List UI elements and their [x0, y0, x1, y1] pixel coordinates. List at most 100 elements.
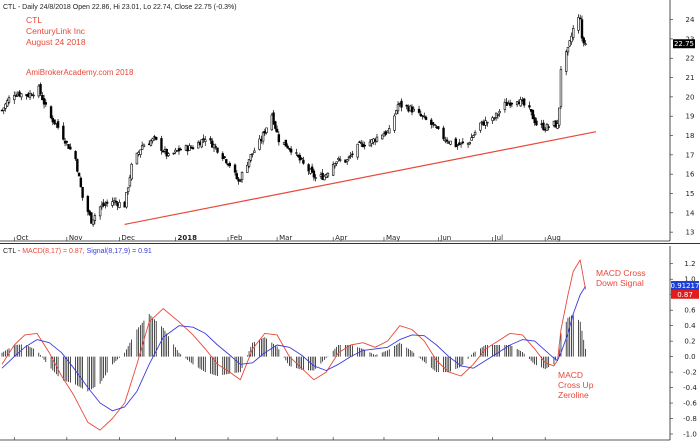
candle-body	[20, 93, 23, 98]
candle-body	[298, 154, 302, 161]
candle-body	[100, 204, 104, 208]
candle-body	[333, 163, 337, 167]
signal-value-label-bg	[671, 281, 699, 291]
trendline-layer	[124, 131, 597, 225]
candle-body	[456, 144, 459, 147]
price-tick-label: 15	[686, 190, 695, 198]
price-tick-label: 19	[686, 113, 695, 121]
candle-body	[419, 113, 422, 117]
candle-body	[496, 114, 500, 116]
candle-body	[547, 126, 550, 128]
support-trendline	[124, 131, 597, 225]
macd-grid	[0, 246, 671, 441]
candle-body	[395, 110, 398, 115]
candle-body	[338, 159, 342, 161]
candle-body	[381, 134, 384, 140]
candle-body	[302, 159, 305, 164]
candle-body	[528, 105, 531, 108]
macd-tick-label: 0.2	[684, 338, 695, 346]
candle-body	[405, 104, 408, 107]
date-tick-label: Nov	[69, 234, 83, 242]
candle-body	[510, 102, 514, 105]
indicator-prefix: CTL -	[3, 248, 22, 255]
price-tick-label: 13	[686, 229, 695, 237]
candle-body	[81, 186, 84, 198]
candle-body	[233, 164, 237, 173]
candle-body	[396, 104, 400, 112]
candle-body	[498, 111, 501, 114]
candle-body	[570, 35, 573, 43]
candle-body	[558, 107, 561, 126]
price-tick-label: 22	[686, 55, 695, 63]
candle-body	[566, 46, 570, 53]
candle-body	[479, 122, 482, 131]
candle-body	[53, 119, 56, 124]
candle-body	[126, 187, 130, 192]
cross-up-line2: Cross Up	[558, 380, 594, 390]
candle-body	[437, 126, 440, 129]
date-tick-label: Dec	[121, 234, 135, 242]
macd-tick-label: 1.2	[684, 260, 695, 268]
date-annotation: August 24 2018	[26, 37, 86, 47]
candle-body	[449, 140, 452, 145]
candle-body	[165, 148, 168, 157]
candle-body	[118, 202, 121, 208]
site-annotation: AmiBrokerAcademy.com 2018	[26, 68, 134, 77]
candle-body	[228, 163, 231, 167]
candle-body	[300, 157, 303, 160]
candle-body	[76, 159, 79, 172]
candle-body	[135, 152, 139, 165]
price-tick-label: 24	[686, 16, 695, 24]
candle-body	[105, 201, 109, 204]
candle-body	[568, 40, 571, 47]
date-tick-label: Feb	[230, 234, 243, 242]
candle-body	[90, 212, 93, 224]
candle-body	[86, 196, 90, 212]
candle-body	[461, 141, 465, 144]
candle-body	[559, 69, 563, 107]
candle-body	[565, 51, 568, 72]
candle-body	[431, 122, 435, 125]
candle-body	[246, 164, 249, 173]
macd-tick-label: -0.4	[683, 384, 697, 392]
candle-body	[582, 37, 585, 44]
candle-body	[312, 170, 316, 178]
candle-body	[382, 133, 386, 137]
histogram-layer	[1, 314, 586, 392]
candle-body	[347, 156, 351, 159]
candle-body	[140, 145, 144, 150]
cross-up-line1: MACD	[558, 370, 583, 380]
candle-body	[531, 109, 535, 120]
date-tick-label: Jul	[494, 234, 504, 242]
candle-body	[533, 117, 536, 124]
candle-body	[74, 151, 77, 160]
candle-body	[331, 164, 335, 176]
candle-body	[214, 146, 217, 148]
date-tick-label: 2018	[177, 234, 197, 242]
candle-body	[577, 17, 580, 31]
macd-tick-label: -1.0	[683, 431, 697, 439]
candle-body	[286, 145, 289, 149]
candle-body	[261, 132, 265, 142]
candle-body	[337, 158, 340, 160]
cross-up-line3: Zeroline	[558, 390, 589, 400]
candle-body	[162, 150, 165, 153]
macd-line	[1, 259, 586, 431]
candle-body	[433, 124, 436, 127]
macd-lines-layer	[1, 259, 586, 431]
price-tick-label: 21	[686, 74, 695, 82]
candle-body	[349, 155, 352, 157]
candle-body	[584, 43, 587, 46]
candle-body	[423, 115, 426, 118]
date-tick-label: Apr	[335, 234, 347, 242]
macd-value-label: 0.87	[677, 291, 693, 299]
candle-body	[519, 99, 522, 107]
signal-legend: Signal(8,17,9) = 0.91	[87, 248, 152, 255]
candle-body	[335, 161, 338, 164]
candle-body	[253, 150, 256, 153]
candle-body	[579, 17, 582, 20]
candle-body	[128, 177, 132, 187]
candle-body	[13, 95, 16, 101]
candle-body	[472, 135, 475, 138]
candle-body	[272, 112, 275, 125]
